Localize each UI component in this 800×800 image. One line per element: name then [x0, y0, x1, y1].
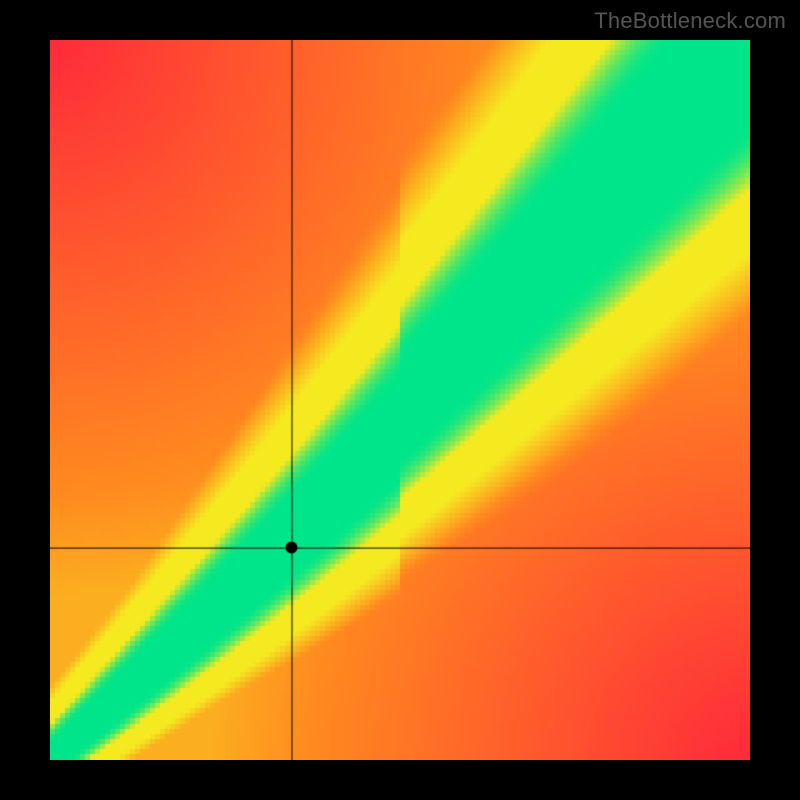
watermark-text: TheBottleneck.com — [594, 8, 786, 34]
plot-area — [50, 40, 750, 760]
chart-container: TheBottleneck.com — [0, 0, 800, 800]
heatmap-canvas — [50, 40, 750, 760]
